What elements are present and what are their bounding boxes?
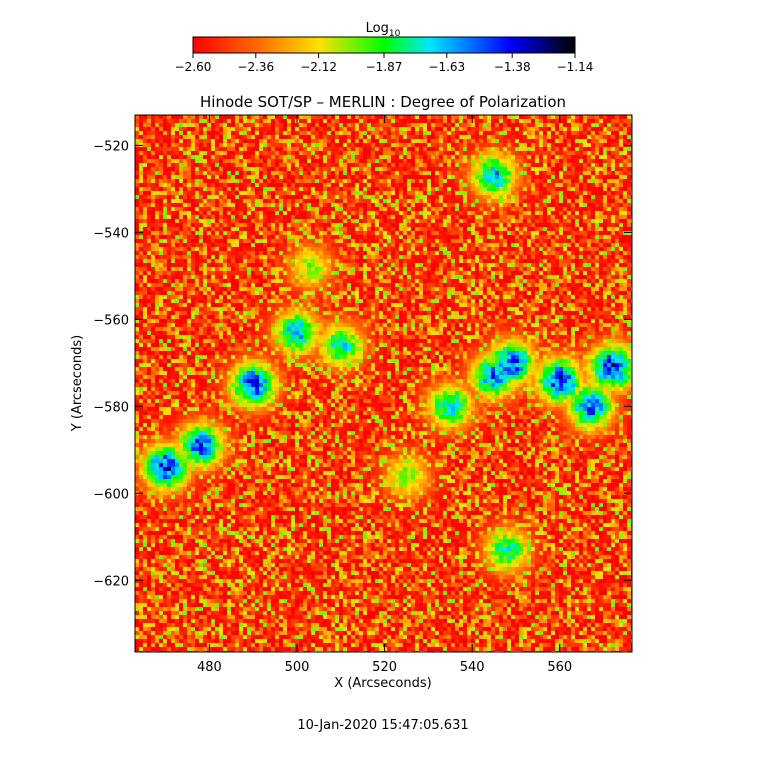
colorbar-label: Log10 — [366, 21, 401, 39]
colorbar-tick-label: −1.87 — [366, 60, 403, 74]
colorbar-tick-label: −2.60 — [175, 60, 212, 74]
colorbar-gradient — [192, 36, 576, 54]
x-axis: 480 500 520 540 560 — [197, 115, 572, 675]
chart-title: Hinode SOT/SP – MERLIN : Degree of Polar… — [200, 93, 566, 111]
plot-frame — [134, 114, 633, 653]
y-tick-label: −540 — [93, 226, 129, 241]
colorbar-tick-label: −1.14 — [557, 60, 594, 74]
y-axis: −520 −540 −560 −580 −600 −620 — [93, 139, 632, 589]
x-tick-label: 520 — [372, 660, 397, 675]
x-axis-label: X (Arcseconds) — [334, 676, 431, 691]
y-axis-label: Y (Arcseconds) — [70, 335, 85, 432]
x-tick-label: 500 — [285, 660, 310, 675]
heatmap-image — [135, 115, 632, 652]
x-tick-label: 560 — [547, 660, 572, 675]
colorbar-tick-label: −2.36 — [237, 60, 274, 74]
colorbar-tick-label: −1.63 — [428, 60, 465, 74]
y-tick-label: −600 — [93, 487, 129, 502]
colorbar-ticks: −2.60 −2.36 −2.12 −1.87 −1.63 −1.38 −1.14 — [175, 53, 594, 74]
y-tick-label: −580 — [93, 400, 129, 415]
colorbar-tick-label: −2.12 — [300, 60, 337, 74]
x-tick-label: 540 — [460, 660, 485, 675]
x-tick-label: 480 — [197, 660, 222, 675]
y-tick-label: −620 — [93, 574, 129, 589]
colorbar-tick-label: −1.38 — [494, 60, 531, 74]
y-tick-label: −520 — [93, 139, 129, 154]
timestamp: 10-Jan-2020 15:47:05.631 — [297, 718, 468, 733]
y-tick-label: −560 — [93, 313, 129, 328]
colorbar: Log10 −2.60 −2.36 −2.12 −1.87 −1.63 −1.38 −1.1… — [175, 21, 594, 74]
